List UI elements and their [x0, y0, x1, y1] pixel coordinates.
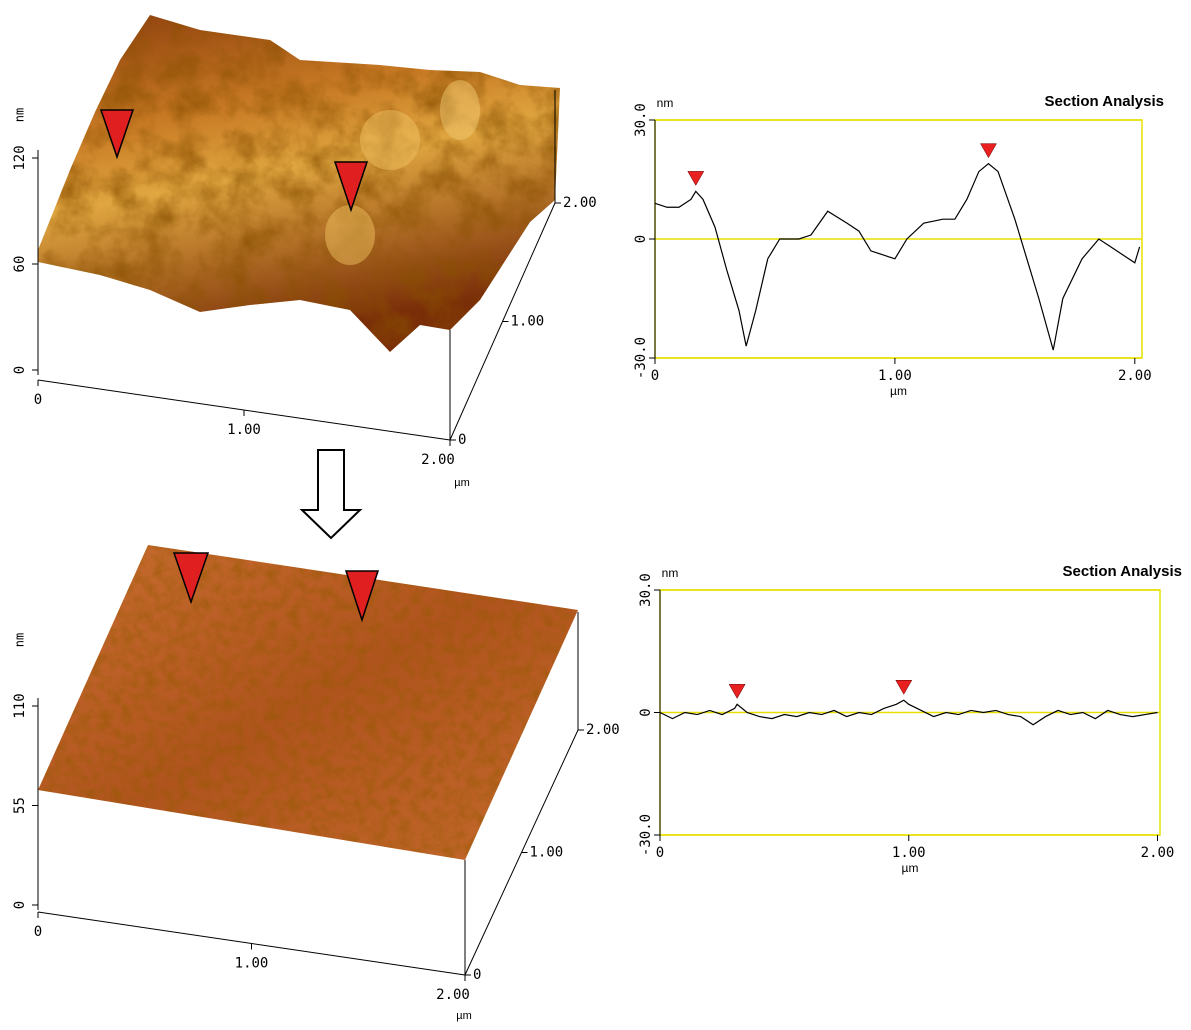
x-tick-label: 0	[34, 392, 42, 408]
x-tick-label: 0	[656, 845, 664, 861]
z-tick-label: 60	[12, 256, 28, 273]
z-tick-label: 110	[12, 693, 28, 718]
y-tick-label: 30.0	[638, 573, 654, 607]
x-tick-label: 0	[651, 368, 659, 384]
x-tick-label: 2.00	[436, 987, 470, 1003]
y-tick-label: 1.00	[511, 314, 545, 330]
x-axis-label: µm	[902, 861, 919, 875]
y-tick-label: 0	[638, 708, 654, 716]
x-tick-label: 1.00	[227, 422, 261, 438]
y-tick-label: -30.0	[633, 337, 649, 379]
y-axis-label: nm	[662, 566, 679, 580]
z-axis-label: nm	[13, 633, 27, 647]
chart-title: Section Analysis	[1045, 93, 1165, 110]
figure: 060120nm01.002.0001.002.00µm055110nm01.0…	[0, 0, 1191, 1026]
y-tick-label: 0	[473, 967, 481, 983]
y-tick-label: 2.00	[586, 722, 620, 738]
x-tick-label: 1.00	[235, 956, 269, 972]
y-tick-label: 0	[458, 432, 466, 448]
unit-label: µm	[456, 1010, 472, 1022]
x-tick-label: 2.00	[421, 452, 455, 468]
y-tick-label: 1.00	[530, 845, 564, 861]
x-tick-label: 2.00	[1141, 845, 1175, 861]
z-tick-label: 0	[12, 366, 28, 374]
z-axis-label: nm	[13, 108, 27, 122]
section-marker	[896, 680, 912, 694]
x-axis-label: µm	[890, 384, 907, 398]
y-tick-label: -30.0	[638, 814, 654, 856]
y-tick-label: 30.0	[633, 103, 649, 137]
section-marker	[729, 684, 745, 698]
surface-bottom	[38, 545, 578, 860]
y-tick-label: 2.00	[563, 195, 597, 211]
x-tick-label: 1.00	[892, 845, 926, 861]
z-tick-label: 120	[12, 145, 28, 170]
y-axis-label: nm	[657, 96, 674, 110]
surface-top	[38, 15, 560, 352]
x-tick-label: 1.00	[878, 368, 912, 384]
z-tick-label: 55	[12, 797, 28, 814]
z-tick-label: 0	[12, 901, 28, 909]
unit-label: µm	[454, 477, 470, 489]
profile-line	[655, 164, 1140, 350]
x-tick-label: 0	[34, 924, 42, 940]
y-tick-label: 0	[633, 235, 649, 243]
x-tick-label: 2.00	[1118, 368, 1152, 384]
chart-title: Section Analysis	[1063, 563, 1183, 580]
section-marker	[688, 171, 704, 185]
arrow	[302, 450, 360, 538]
section-marker	[980, 144, 996, 158]
